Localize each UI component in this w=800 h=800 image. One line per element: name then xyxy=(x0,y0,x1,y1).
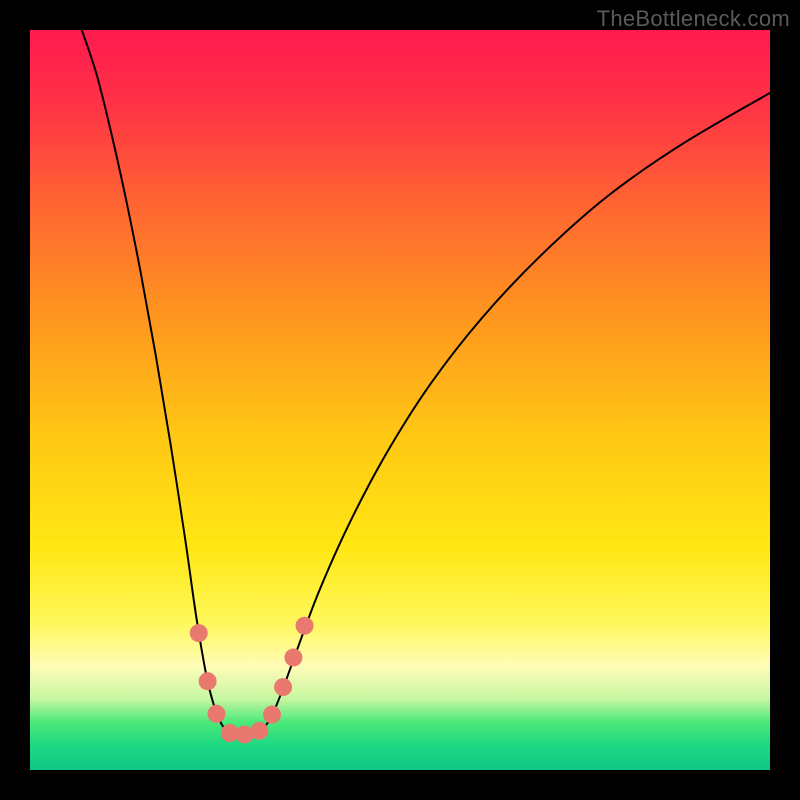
gradient-background xyxy=(30,30,770,770)
marker-dot xyxy=(199,672,217,690)
chart-container: TheBottleneck.com xyxy=(0,0,800,800)
marker-dot xyxy=(207,705,225,723)
marker-dot xyxy=(263,706,281,724)
marker-dot xyxy=(284,649,302,667)
marker-dot xyxy=(296,617,314,635)
watermark-text: TheBottleneck.com xyxy=(597,6,790,32)
gradient-plot xyxy=(30,30,770,770)
marker-dot xyxy=(274,678,292,696)
marker-dot xyxy=(250,722,268,740)
plot-area xyxy=(30,30,770,770)
marker-dot xyxy=(190,624,208,642)
